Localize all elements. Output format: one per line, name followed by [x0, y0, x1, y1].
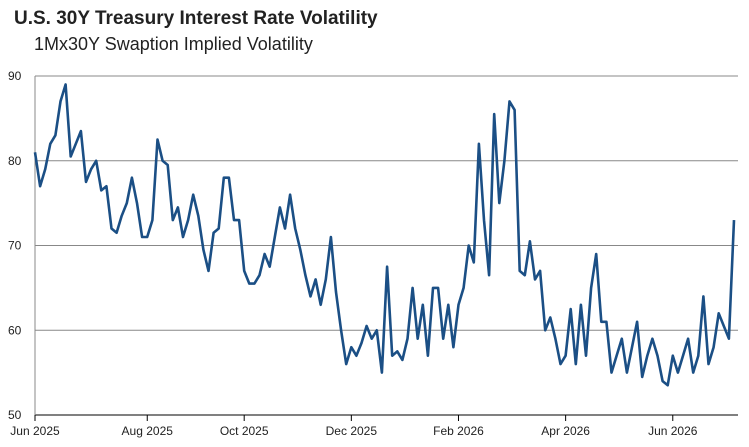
x-tick-label: Oct 2025 — [220, 424, 269, 438]
x-tick-label: Apr 2026 — [541, 424, 590, 438]
x-tick-label: Feb 2026 — [433, 424, 484, 438]
y-tick-label: 80 — [8, 154, 22, 168]
y-tick-label: 70 — [8, 239, 22, 253]
y-tick-label: 60 — [8, 323, 22, 337]
chart-subtitle: 1Mx30Y Swaption Implied Volatility — [34, 34, 313, 54]
chart-title: U.S. 30Y Treasury Interest Rate Volatili… — [14, 8, 378, 29]
x-tick-label: Dec 2025 — [326, 424, 378, 438]
x-tick-label: Aug 2025 — [122, 424, 174, 438]
line-series — [33, 83, 736, 387]
y-tick-label: 50 — [8, 408, 22, 422]
x-tick-label: Jun 2026 — [648, 424, 698, 438]
x-tick-label: Jun 2025 — [10, 424, 60, 438]
y-tick-label: 90 — [8, 69, 22, 83]
